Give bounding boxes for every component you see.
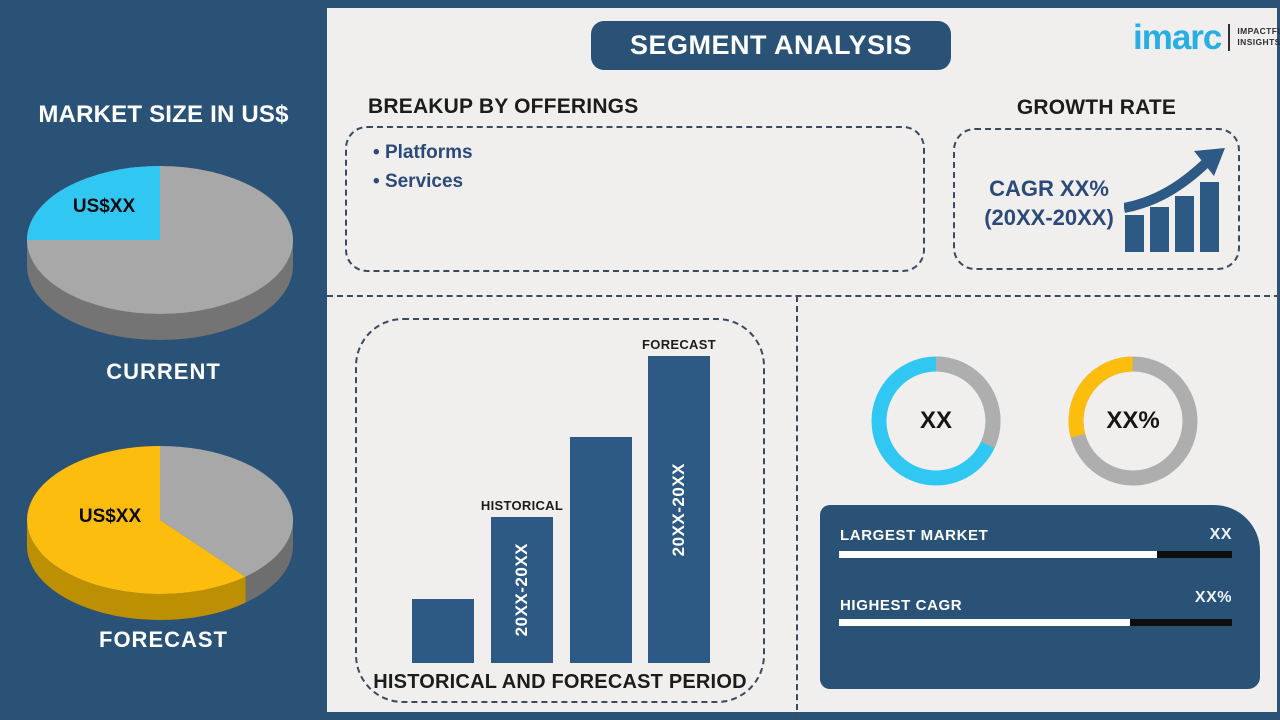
market-size-title: MARKET SIZE IN US$ [38,101,289,128]
highest-cagr-donut [1068,356,1198,486]
growth-rate-box: CAGR XX% (20XX-20XX) [953,128,1240,270]
period-chart-box: 20XX-20XX 20XX-20XX HISTORICAL FORECAST … [355,318,765,703]
highest-cagr-progress-bar [839,619,1232,626]
current-pie-chart [27,166,293,340]
cagr-line2: (20XX-20XX) [984,205,1114,230]
period-bar-3 [570,437,632,663]
forecast-bar-caption: FORECAST [642,337,716,352]
forecast-pie-gray-slice [160,446,294,577]
page-title: SEGMENT ANALYSIS [629,30,913,60]
period-bar-2-historical: 20XX-20XX [491,517,553,663]
highest-cagr-progress-fill [839,619,1130,626]
logo-divider [1228,23,1231,51]
imarc-logo: imarc IMPACTFUL INSIGHTS [1133,14,1280,60]
growth-rate-section-title: GROWTH RATE [1016,96,1177,119]
vertical-divider [796,296,798,720]
largest-market-label: LARGEST MARKET [840,527,989,544]
forecast-pie-value-label: US$XX [78,506,142,527]
forecast-pie-chart [26,446,294,621]
largest-market-progress-bar [839,551,1232,558]
largest-market-donut-value: XX [919,407,952,434]
historical-period-label: 20XX-20XX [512,543,531,637]
offerings-item-services: Services [373,171,473,193]
cagr-line1: CAGR XX% [989,176,1109,201]
largest-market-value: XX [1209,526,1232,543]
largest-market-donut [871,356,1001,486]
segment-analysis-title-box: SEGMENT ANALYSIS [591,21,951,70]
forecast-pie-side-yellow [26,520,246,621]
offerings-list: Platforms Services [373,142,473,200]
offerings-item-platforms: Platforms [373,142,473,164]
imarc-logo-wordmark: imarc [1133,17,1222,57]
current-caption: CURRENT [106,359,221,384]
highest-cagr-donut-value: XX% [1106,407,1160,434]
largest-market-progress-fill [839,551,1158,558]
logo-tagline-line1: IMPACTFUL [1237,25,1280,36]
logo-tagline: IMPACTFUL INSIGHTS [1237,26,1280,48]
current-pie-value-label: US$XX [72,196,136,217]
top-border-strip [327,0,1280,8]
offerings-box: Platforms Services [345,126,925,272]
period-bar-1 [412,599,474,663]
key-stats-box: LARGEST MARKET XX HIGHEST CAGR XX% [820,505,1260,689]
highest-cagr-value: XX% [1194,589,1232,606]
right-border-strip [1277,0,1280,720]
historical-bar-caption: HISTORICAL [480,498,564,513]
logo-tagline-line2: INSIGHTS [1237,37,1280,47]
cagr-text: CAGR XX% (20XX-20XX) [965,174,1133,232]
forecast-pie-highlight-slice [27,446,246,594]
current-pie-highlight-slice [27,166,160,240]
period-chart-caption: HISTORICAL AND FORECAST PERIOD [373,671,747,693]
horizontal-divider [327,295,1280,297]
growth-chart-icon [1124,148,1225,252]
bottom-border-strip [327,712,1280,720]
forecast-period-label: 20XX-20XX [669,462,688,557]
forecast-pie-side-gray [245,520,293,603]
highest-cagr-label: HIGHEST CAGR [840,597,963,614]
period-bar-4-forecast: 20XX-20XX [648,356,710,663]
current-pie-side [27,240,293,340]
forecast-caption: FORECAST [99,627,228,652]
offerings-section-title: BREAKUP BY OFFERINGS [368,95,639,118]
